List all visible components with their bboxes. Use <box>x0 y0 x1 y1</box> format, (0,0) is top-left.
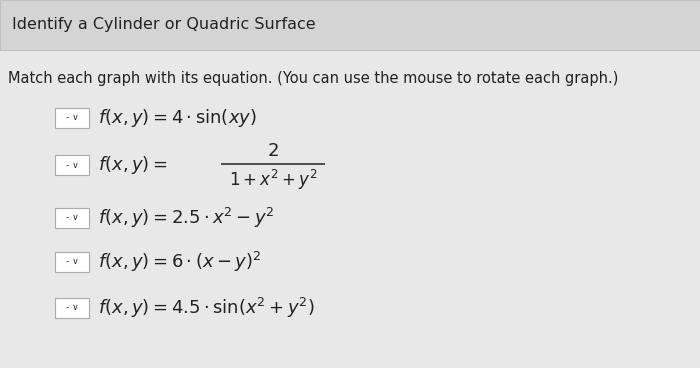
FancyBboxPatch shape <box>55 252 89 272</box>
Text: $f(x, y) = 2.5 \cdot x^2 - y^2$: $f(x, y) = 2.5 \cdot x^2 - y^2$ <box>98 206 274 230</box>
Text: - ∨: - ∨ <box>66 213 78 223</box>
FancyBboxPatch shape <box>0 0 700 50</box>
FancyBboxPatch shape <box>55 108 89 128</box>
Text: - ∨: - ∨ <box>66 160 78 170</box>
FancyBboxPatch shape <box>55 208 89 228</box>
Text: $f(x, y) = $: $f(x, y) = $ <box>98 154 167 176</box>
Text: - ∨: - ∨ <box>66 304 78 312</box>
Text: - ∨: - ∨ <box>66 258 78 266</box>
Text: $f(x, y) = 4 \cdot \sin(xy)$: $f(x, y) = 4 \cdot \sin(xy)$ <box>98 107 257 129</box>
FancyBboxPatch shape <box>55 155 89 175</box>
Text: $f(x, y) = 4.5 \cdot \sin(x^2 + y^2)$: $f(x, y) = 4.5 \cdot \sin(x^2 + y^2)$ <box>98 296 315 320</box>
FancyBboxPatch shape <box>55 298 89 318</box>
Text: - ∨: - ∨ <box>66 113 78 123</box>
Text: Identify a Cylinder or Quadric Surface: Identify a Cylinder or Quadric Surface <box>12 18 316 32</box>
Text: $2$: $2$ <box>267 142 279 160</box>
Text: $1 + x^2 + y^2$: $1 + x^2 + y^2$ <box>229 168 317 192</box>
Text: $f(x, y) = 6 \cdot (x - y)^2$: $f(x, y) = 6 \cdot (x - y)^2$ <box>98 250 262 274</box>
Text: Match each graph with its equation. (You can use the mouse to rotate each graph.: Match each graph with its equation. (You… <box>8 71 618 85</box>
